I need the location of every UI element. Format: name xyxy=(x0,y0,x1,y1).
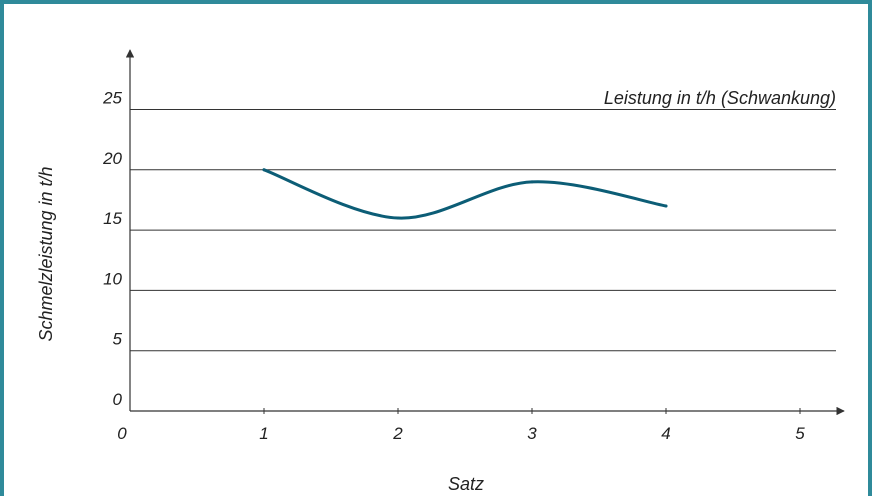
data-point-0-0 xyxy=(262,168,266,172)
tick-labels: 0 1 2 3 4 5 0 5 10 15 20 25 xyxy=(102,89,805,444)
x-tick-label-3: 3 xyxy=(527,424,537,443)
data-point-0-2 xyxy=(530,180,534,184)
line-chart: 0 1 2 3 4 5 0 5 10 15 20 25 Leistung in t/h (Schwan… xyxy=(36,49,845,494)
x-tick-label-2: 2 xyxy=(392,424,403,443)
y-axis-label: Schmelzleistung in t/h xyxy=(36,166,56,341)
y-tick-label-5: 5 xyxy=(113,330,123,349)
y-tick-label-25: 25 xyxy=(102,89,122,108)
series-line-0 xyxy=(262,168,668,220)
x-tick-label-0: 0 xyxy=(117,424,127,443)
x-tick-label-4: 4 xyxy=(661,424,670,443)
y-tick-label-15: 15 xyxy=(103,209,122,228)
x-tick-label-1: 1 xyxy=(259,424,268,443)
x-axis-label: Satz xyxy=(448,474,484,494)
x-tick-label-5: 5 xyxy=(795,424,805,443)
series xyxy=(262,168,668,220)
gridlines xyxy=(130,109,836,352)
y-tick-label-20: 20 xyxy=(102,149,122,168)
chart-title: Leistung in t/h (Schwankung) xyxy=(604,88,836,108)
data-point-0-1 xyxy=(396,216,400,220)
axes xyxy=(125,49,845,416)
data-point-0-3 xyxy=(664,204,668,208)
y-tick-label-0: 0 xyxy=(113,390,123,409)
y-tick-label-10: 10 xyxy=(103,269,122,288)
